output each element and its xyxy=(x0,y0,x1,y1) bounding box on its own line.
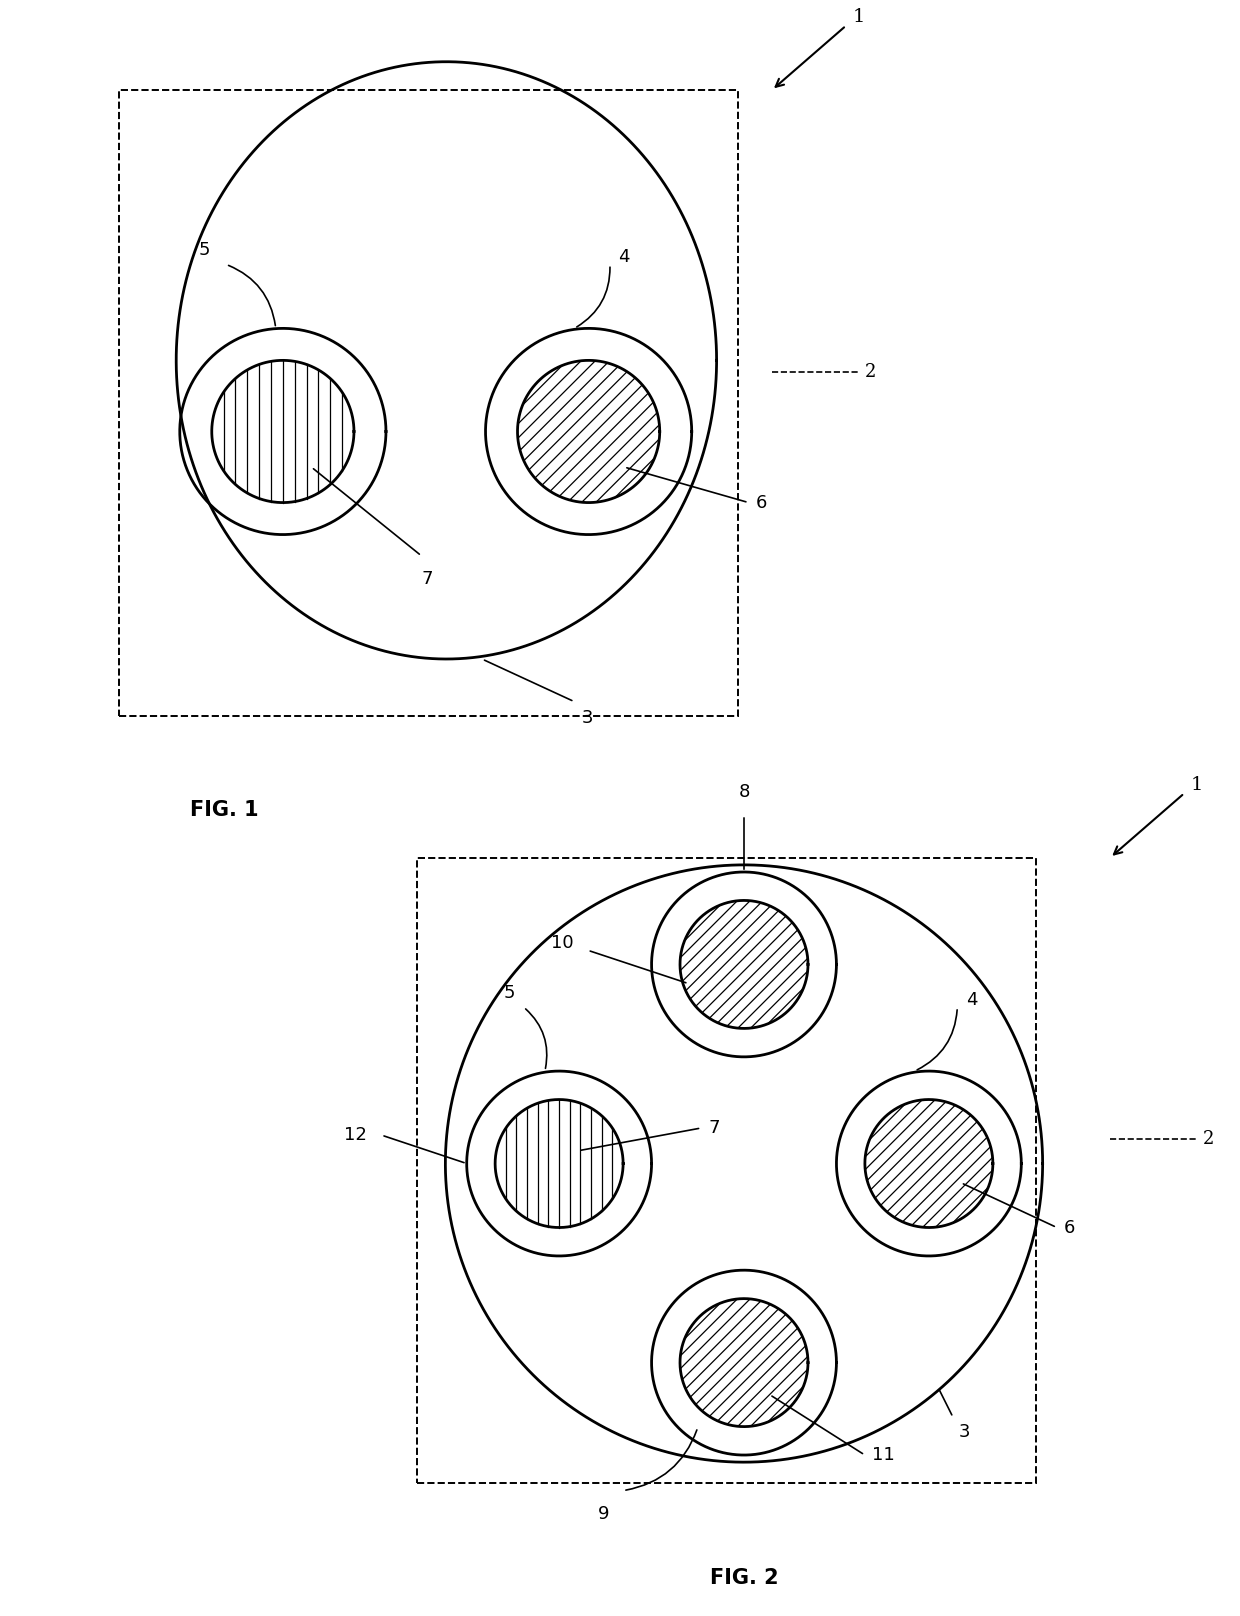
Text: 6: 6 xyxy=(1064,1218,1075,1236)
Bar xyxy=(119,90,738,716)
Text: 8: 8 xyxy=(738,782,750,802)
Text: 4: 4 xyxy=(619,249,630,267)
Text: 3: 3 xyxy=(959,1424,971,1441)
Text: 10: 10 xyxy=(551,934,573,952)
Text: FIG. 2: FIG. 2 xyxy=(709,1568,779,1587)
Bar xyxy=(417,858,1035,1483)
Text: FIG. 1: FIG. 1 xyxy=(190,800,258,819)
Text: 3: 3 xyxy=(582,709,593,727)
Text: 5: 5 xyxy=(198,241,211,259)
Text: 5: 5 xyxy=(503,984,515,1002)
Text: 9: 9 xyxy=(598,1504,609,1522)
Text: 1: 1 xyxy=(1190,776,1203,793)
Text: 12: 12 xyxy=(345,1126,367,1144)
Text: 1: 1 xyxy=(852,8,864,26)
Text: 6: 6 xyxy=(755,493,768,512)
Text: 2: 2 xyxy=(864,362,877,381)
Text: 2: 2 xyxy=(1203,1130,1214,1149)
Text: 4: 4 xyxy=(966,991,977,1008)
Text: 7: 7 xyxy=(708,1118,720,1138)
Text: 11: 11 xyxy=(872,1446,895,1464)
Text: 7: 7 xyxy=(422,570,433,588)
